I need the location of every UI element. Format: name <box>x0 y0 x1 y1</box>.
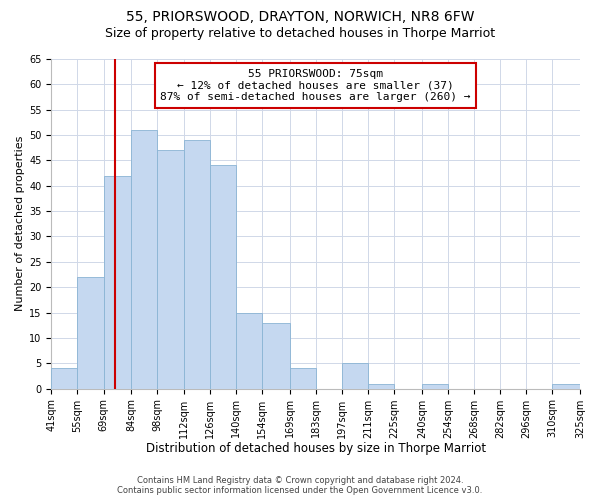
Text: Contains HM Land Registry data © Crown copyright and database right 2024.
Contai: Contains HM Land Registry data © Crown c… <box>118 476 482 495</box>
Bar <box>184 140 209 388</box>
Bar <box>552 384 580 388</box>
X-axis label: Distribution of detached houses by size in Thorpe Marriot: Distribution of detached houses by size … <box>146 442 486 455</box>
Text: 55 PRIORSWOOD: 75sqm
← 12% of detached houses are smaller (37)
87% of semi-detac: 55 PRIORSWOOD: 75sqm ← 12% of detached h… <box>160 69 471 102</box>
Bar <box>422 384 448 388</box>
Text: Size of property relative to detached houses in Thorpe Marriot: Size of property relative to detached ho… <box>105 28 495 40</box>
Bar <box>342 364 368 388</box>
Bar <box>368 384 394 388</box>
Bar <box>157 150 184 388</box>
Bar <box>236 312 262 388</box>
Text: 55, PRIORSWOOD, DRAYTON, NORWICH, NR8 6FW: 55, PRIORSWOOD, DRAYTON, NORWICH, NR8 6F… <box>126 10 474 24</box>
Bar <box>290 368 316 388</box>
Bar <box>77 277 104 388</box>
Bar <box>52 368 77 388</box>
Bar <box>104 176 131 388</box>
Bar <box>209 166 236 388</box>
Bar <box>131 130 157 388</box>
Y-axis label: Number of detached properties: Number of detached properties <box>15 136 25 312</box>
Bar <box>262 322 290 388</box>
